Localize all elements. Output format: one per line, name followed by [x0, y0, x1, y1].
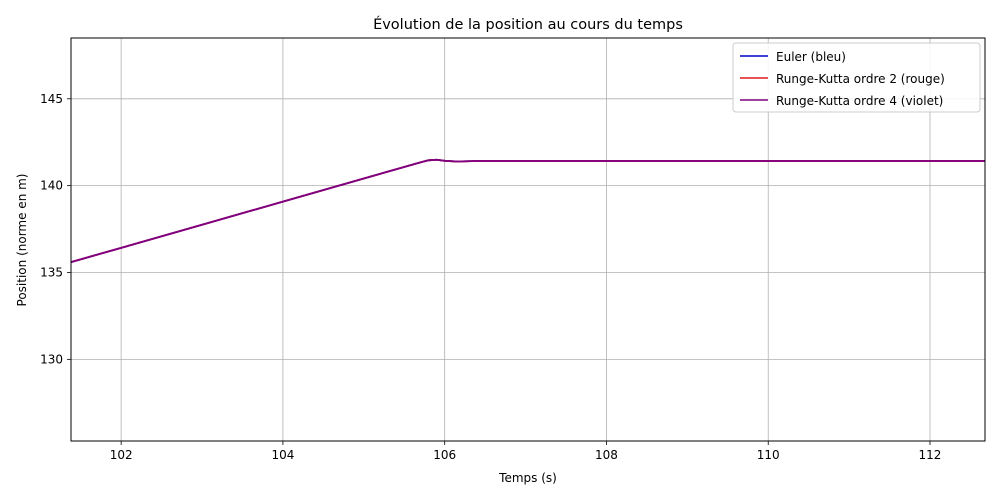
y-tick-label: 130	[40, 352, 63, 366]
axis-ticks: 102 104 106 108 110 112 130 135 140 145	[40, 92, 941, 462]
series-lines	[70, 158, 985, 263]
series-line-euler	[70, 158, 985, 263]
y-tick-label: 140	[40, 179, 63, 193]
y-tick-label: 145	[40, 92, 63, 106]
legend-frame	[732, 42, 981, 113]
series-line-rk2	[70, 158, 985, 263]
x-axis-label: Temps (s)	[498, 471, 557, 485]
x-tick-label: 104	[271, 448, 294, 462]
x-tick-label: 110	[757, 448, 780, 462]
series-line-rk4	[70, 158, 985, 263]
x-tick-label: 108	[595, 448, 618, 462]
legend-label-rk4: Runge-Kutta ordre 4 (violet)	[776, 94, 943, 108]
y-tick-label: 135	[40, 266, 63, 280]
x-tick-label: 106	[433, 448, 456, 462]
legend-label-euler: Euler (bleu)	[776, 50, 846, 64]
x-tick-label: 102	[110, 448, 133, 462]
plot-frame	[70, 37, 986, 442]
x-tick-label: 112	[919, 448, 942, 462]
chart-title: Évolution de la position au cours du tem…	[373, 16, 683, 33]
legend: Euler (bleu) Runge-Kutta ordre 2 (rouge)…	[732, 42, 981, 113]
y-axis-label: Position (norme en m)	[15, 174, 29, 307]
legend-label-rk2: Runge-Kutta ordre 2 (rouge)	[776, 72, 945, 86]
